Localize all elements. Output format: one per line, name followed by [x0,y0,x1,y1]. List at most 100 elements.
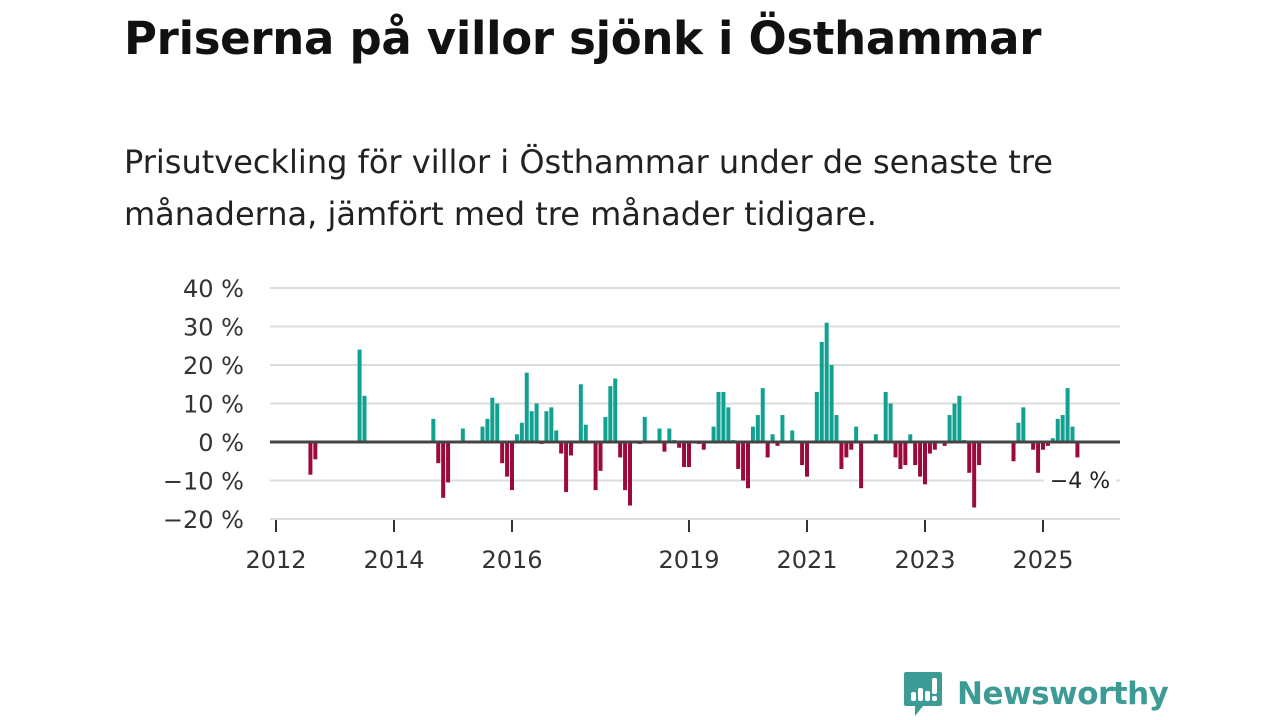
bar-positive [1060,415,1065,442]
x-axis: 2012 2014 2016 2019 2021 2023 2025 [245,520,1074,574]
bar-positive [534,403,539,442]
bar-positive [854,426,859,442]
bar-positive [834,415,839,442]
y-tick-label: 40 % [183,275,244,303]
chart-title: Priserna på villor sjönk i Östhammar [124,12,1042,65]
bar-positive [908,434,913,442]
bar-negative [903,442,908,466]
x-tick-label: 2019 [658,546,719,574]
bar-positive [485,418,490,442]
bar-negative [918,442,923,477]
bar-positive [549,407,554,442]
x-tick-label: 2012 [245,546,306,574]
last-value-annotation: −4 % [1044,466,1116,494]
newsworthy-logo: Newsworthy [903,670,1169,718]
bar-positive [1070,426,1075,442]
bar-positive [667,428,672,442]
bar-negative [618,442,623,458]
bar-positive [603,416,608,442]
bar-negative [977,442,982,466]
bar-negative [898,442,903,469]
bar-positive [1016,422,1021,442]
bar-negative [775,442,780,446]
bar-positive [1021,407,1026,442]
bar-positive [957,395,962,442]
bar-negative [923,442,927,485]
bar-positive [495,403,500,442]
bar-positive [524,372,529,442]
bar-positive [947,415,952,442]
bar-negative [505,442,510,477]
bars [308,322,1080,508]
bar-positive [883,391,888,442]
bar-positive [657,428,662,442]
x-tick-label: 2023 [894,546,955,574]
bar-negative [736,442,741,469]
bar-negative [1031,442,1036,450]
bar-negative [593,442,598,491]
bar-negative [800,442,805,466]
bar-negative [972,442,977,508]
y-tick-label: −20 % [163,506,244,534]
bar-negative [313,442,318,460]
annotation-background [1044,466,1116,494]
bar-negative [662,442,667,452]
y-tick-label: 10 % [183,391,244,419]
x-tick-label: 2014 [363,546,424,574]
newsworthy-logo-icon [904,672,942,716]
bar-negative [500,442,505,464]
grid-lines [270,287,1120,520]
x-tick-label: 2025 [1012,546,1073,574]
bar-negative [623,442,628,491]
bar-negative [436,442,441,464]
bar-positive [583,424,588,442]
bar-positive [490,397,495,442]
bar-positive [608,386,613,442]
bar-positive [873,434,878,442]
bar-negative [559,442,564,454]
bar-positive [613,378,618,442]
bar-negative [967,442,972,473]
bar-negative [927,442,932,454]
bar-negative [839,442,844,469]
bar-positive [578,384,583,442]
bar-negative [1075,442,1080,458]
bar-positive [357,349,362,442]
bar-positive [480,426,485,442]
bar-positive [721,391,726,442]
y-tick-label: 20 % [183,352,244,380]
y-tick-label: 0 % [198,429,244,457]
chart-subtitle: Prisutveckling för villor i Östhammar un… [124,143,1053,233]
bar-positive [819,341,824,442]
bar-negative [701,442,706,450]
bar-positive [642,416,647,442]
bar-negative [598,442,603,471]
bar-negative [569,442,573,456]
bar-negative [893,442,898,458]
bar-positive [952,403,957,442]
bar-positive [726,407,731,442]
bar-negative [441,442,446,498]
bar-positive [760,388,765,442]
bar-negative [687,442,691,468]
x-tick-label: 2021 [776,546,837,574]
bar-negative [1045,442,1050,446]
bar-negative [1011,442,1016,462]
bar-positive [1055,418,1060,442]
bar-negative [805,442,809,477]
bar-positive [544,411,549,442]
bar-negative [682,442,687,468]
bar-positive [1050,438,1055,442]
bar-negative [741,442,746,481]
y-axis-ticks: 40 % 30 % 20 % 10 % 0 % −10 % −20 % [163,275,244,534]
bar-positive [716,391,721,442]
bar-negative [942,442,947,446]
bar-negative [746,442,750,489]
bar-positive [790,430,795,442]
last-value-label: −4 % [1050,469,1110,494]
bar-negative [308,442,313,475]
bar-positive [362,395,367,442]
bar-positive [514,434,519,442]
y-tick-label: −10 % [163,468,244,496]
